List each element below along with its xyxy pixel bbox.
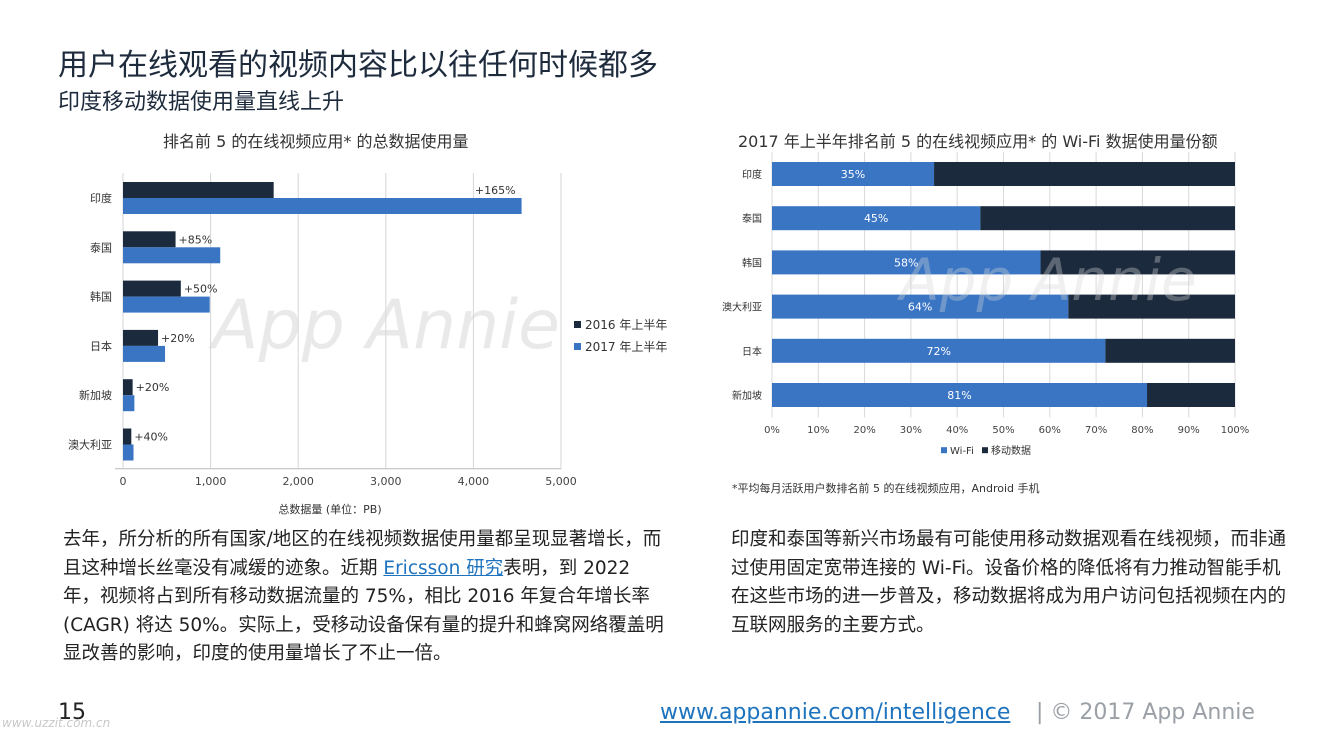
category-label: 日本 [90,339,112,353]
legend-swatch [941,447,947,454]
x-tick-label: 40% [946,425,968,436]
legend-label: 2016 年上半年 [585,318,667,332]
bar-2017 [123,247,221,264]
growth-annotation: +50% [184,283,218,296]
bar-2016 [123,231,176,248]
bar-mobile-data [980,206,1235,231]
data-label: 64% [908,301,932,314]
x-axis-title: 总数据量 (单位：PB) [278,502,381,516]
legend-swatch [574,343,581,350]
category-label: 新加坡 [732,389,762,402]
x-tick-label: 50% [992,425,1014,436]
page-subtitle: 印度移动数据使用量直线上升 [58,90,345,115]
category-label: 印度 [742,168,762,181]
ericsson-research-link[interactable]: Ericsson 研究 [383,557,504,579]
category-label: 泰国 [742,212,762,225]
bar-2017 [123,444,134,461]
data-label: 35% [841,168,865,181]
bar-2017 [123,395,135,412]
legend-label: 移动数据 [991,444,1031,457]
category-label: 新加坡 [79,388,112,402]
page-number: 15 [58,700,86,725]
bar-mobile-data [1105,338,1235,363]
bar-mobile-data [934,162,1235,186]
right-paragraph: 印度和泰国等新兴市场最有可能使用移动数据观看在线视频，而非通过使用固定宽带连接的… [731,529,1287,636]
bar-2016 [123,329,159,346]
data-label: 58% [894,256,918,269]
x-tick-label: 0% [764,425,780,436]
growth-annotation: +85% [179,233,213,246]
category-label: 韩国 [90,290,112,304]
category-label: 韩国 [742,256,762,269]
left-chart-title: 排名前 5 的在线视频应用* 的总数据使用量 [163,132,469,151]
growth-annotation: +20% [161,332,195,345]
x-tick-label: 60% [1039,425,1061,436]
bar-mobile-data [1147,383,1235,407]
bar-mobile-data [1040,250,1235,275]
growth-annotation: +20% [136,381,170,394]
x-tick-label: 100% [1221,425,1250,436]
data-label: 81% [947,389,971,402]
footer-copyright: | © 2017 App Annie [1036,700,1255,725]
category-label: 澳大利亚 [68,438,112,452]
bar-wifi [772,383,1148,407]
bar-2016 [123,280,181,297]
x-tick-label: 20% [853,425,875,436]
left-paragraph-part1: 去年，所分析的所有国家/地区的在线视频数据使用量都呈现显著增长，而且这种增长丝毫… [63,529,662,579]
bar-2016 [123,379,133,396]
right-stacked-bar-chart: 0% 10% 20% 30% 40% 50% 60% 70% 80% 90% 100% 印度 35% 泰国… [722,152,1250,457]
site-watermark: www.uzzit.com.cn [2,716,111,730]
left-paragraph: 去年，所分析的所有国家/地区的在线视频数据使用量都呈现显著增长，而且这种增长丝毫… [63,526,673,669]
bar-wifi [772,162,935,186]
bar-wifi [772,206,981,231]
left-bar-chart: 0 1,000 2,000 3,000 4,000 5,000 总数据量 (单位：PB) 印度… [68,173,667,516]
bar-wifi [772,294,1069,319]
growth-annotation: +40% [134,431,168,444]
bar-2017 [123,198,522,214]
bar-wifi [772,250,1041,275]
category-label: 印度 [90,191,112,205]
chart-watermark: App Annie [208,286,560,365]
x-tick-label: 3,000 [370,475,402,488]
category-label: 日本 [742,345,762,358]
category-label: 泰国 [90,240,112,254]
right-chart-title: 2017 年上半年排名前 5 的在线视频应用* 的 Wi-Fi 数据使用量份额 [738,132,1218,151]
x-tick-label: 80% [1131,425,1153,436]
x-tick-label: 30% [900,425,922,436]
legend-swatch [982,447,988,454]
bar-mobile-data [1068,294,1235,319]
legend-swatch [574,321,581,328]
footer-url-link[interactable]: www.appannie.com/intelligence [660,700,1011,725]
chart-footnote: *平均每月活跃用户数排名前 5 的在线视频应用，Android 手机 [732,482,1040,495]
x-tick-label: 70% [1085,425,1107,436]
x-tick-label: 4,000 [458,475,490,488]
bar-2017 [123,296,210,313]
x-tick-label: 5,000 [545,475,577,488]
bar-2016 [123,428,132,445]
x-tick-label: 10% [807,425,829,436]
legend-label: 2017 年上半年 [585,340,667,354]
x-tick-label: 90% [1178,425,1200,436]
bar-2016 [123,182,274,198]
data-label: 72% [926,345,950,358]
chart-watermark: App Annie [896,246,1197,314]
legend-label: Wi-Fi [950,446,974,457]
category-label: 澳大利亚 [722,301,762,314]
x-tick-label: 1,000 [195,475,227,488]
data-label: 45% [864,212,888,225]
left-paragraph-part2: 表明，到 2022 年，视频将占到所有移动数据流量的 75%，相比 2016 年… [63,557,664,665]
x-tick-label: 0 [120,475,127,488]
page-title: 用户在线观看的视频内容比以往任何时候都多 [58,48,658,83]
x-tick-label: 2,000 [282,475,314,488]
bar-2017 [123,345,166,362]
growth-annotation: +165% [475,184,516,197]
bar-wifi [772,338,1106,363]
